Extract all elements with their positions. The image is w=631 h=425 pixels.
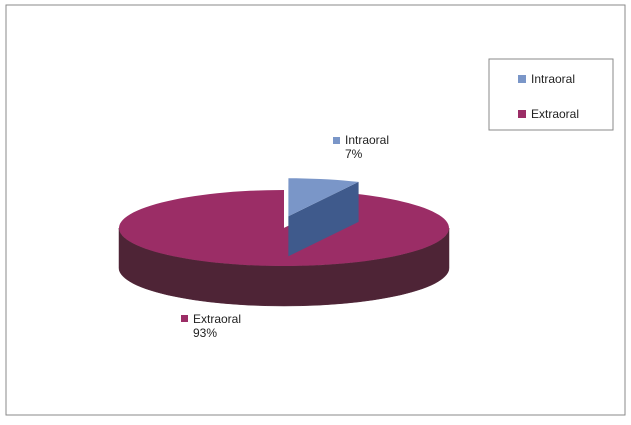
pie-slice-intraoral	[288, 178, 359, 217]
pie-slice-extraoral	[119, 190, 449, 266]
data-label-intraoral-name: Intraoral	[345, 133, 389, 147]
legend-label-intraoral: Intraoral	[531, 72, 575, 86]
data-label-intraoral-value: 7%	[345, 147, 363, 161]
data-label-extraoral: Extraoral 93%	[181, 312, 241, 340]
data-label-intraoral: Intraoral 7%	[333, 133, 389, 161]
legend-label-extraoral: Extraoral	[531, 107, 579, 121]
legend-box	[488, 58, 614, 131]
data-label-extraoral-swatch	[181, 315, 188, 322]
legend: Intraoral Extraoral	[488, 58, 614, 131]
legend-swatch-extraoral	[518, 110, 526, 118]
data-label-extraoral-name: Extraoral	[193, 312, 241, 326]
legend-swatch-intraoral	[518, 75, 526, 83]
data-label-intraoral-swatch	[333, 137, 340, 144]
data-label-extraoral-value: 93%	[193, 326, 217, 340]
pie-slice-intraoral-cut	[288, 181, 359, 257]
